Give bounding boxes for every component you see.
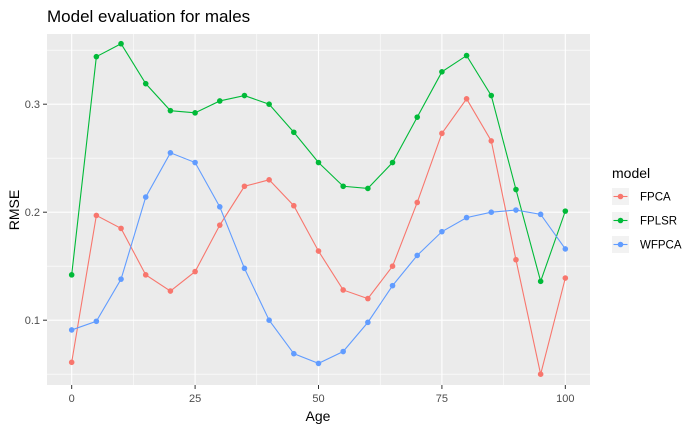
data-point-fplsr: [68, 272, 75, 278]
data-point-fpca: [340, 287, 346, 293]
y-axis-label: RMSE: [6, 190, 22, 230]
data-point-fplsr: [562, 208, 569, 214]
legend-label-fplsr: FPLSR: [640, 216, 677, 228]
data-point-wfpca: [93, 318, 100, 325]
data-point-fpca: [463, 96, 470, 102]
data-point-fplsr: [463, 52, 470, 59]
data-point-fplsr: [192, 110, 198, 116]
data-point-wfpca: [118, 276, 124, 282]
data-point-fpca: [389, 263, 396, 270]
data-point-fplsr: [142, 80, 149, 87]
data-point-fplsr: [488, 92, 495, 99]
data-point-fplsr: [241, 92, 248, 99]
data-point-fpca: [537, 371, 544, 378]
y-axis-ticks: 0.1 0.2 0.3: [25, 99, 47, 327]
data-point-fplsr: [216, 98, 223, 104]
data-point-wfpca: [488, 209, 495, 215]
data-point-fplsr: [365, 185, 371, 192]
data-point-wfpca: [389, 282, 396, 289]
data-point-fpca: [167, 288, 174, 294]
data-point-fpca: [266, 177, 272, 183]
data-point-fpca: [118, 225, 124, 232]
data-point-wfpca: [365, 319, 371, 326]
data-point-fplsr: [513, 186, 519, 193]
data-point-fplsr: [389, 159, 396, 166]
data-point-wfpca: [439, 228, 445, 235]
data-point-fpca: [216, 222, 223, 228]
data-point-fplsr: [266, 101, 272, 107]
data-point-fpca: [562, 275, 569, 281]
data-point-wfpca: [167, 150, 174, 156]
data-point-fpca: [192, 268, 198, 275]
data-point-fpca: [414, 199, 421, 206]
data-point-fpca: [315, 248, 322, 254]
x-axis-label: Age: [306, 408, 331, 424]
data-point-fpca: [241, 183, 248, 190]
legend-label-fpca: FPCA: [640, 192, 671, 204]
legend-title: model: [612, 165, 650, 181]
data-point-fpca: [291, 202, 297, 209]
y-tick-label: 0.1: [25, 315, 40, 327]
data-point-wfpca: [68, 327, 75, 333]
x-tick-label: 0: [69, 393, 75, 405]
data-point-fplsr: [291, 129, 297, 136]
data-point-fpca: [68, 359, 75, 366]
data-point-fpca: [513, 256, 519, 263]
chart-title: Model evaluation for males: [47, 7, 250, 26]
data-point-fpca: [365, 295, 371, 302]
data-point-fpca: [488, 138, 495, 144]
grid-major: [47, 34, 590, 385]
data-point-fpca: [93, 212, 100, 219]
data-point-fplsr: [439, 69, 445, 75]
data-point-wfpca: [414, 252, 421, 259]
legend-point-fpca: [617, 193, 624, 200]
data-point-fplsr: [118, 40, 124, 47]
data-point-wfpca: [340, 348, 346, 355]
x-tick-label: 100: [556, 393, 574, 405]
x-tick-label: 50: [312, 393, 324, 405]
legend-point-wfpca: [617, 241, 624, 248]
data-point-fplsr: [93, 53, 100, 60]
data-point-wfpca: [562, 246, 569, 252]
data-point-fpca: [439, 130, 445, 137]
y-tick-label: 0.2: [25, 207, 40, 219]
data-point-fplsr: [167, 107, 174, 114]
data-point-wfpca: [192, 159, 198, 166]
data-point-fplsr: [340, 183, 346, 190]
data-point-wfpca: [241, 265, 248, 272]
legend: model FPCA FPLSR WFPCA: [612, 165, 682, 253]
data-point-wfpca: [216, 204, 223, 210]
data-point-wfpca: [266, 317, 272, 324]
legend-items: FPCA FPLSR WFPCA: [612, 188, 682, 253]
data-point-fpca: [142, 272, 149, 278]
x-tick-label: 75: [436, 393, 448, 405]
series-layer: [68, 40, 569, 378]
data-point-wfpca: [537, 211, 544, 218]
x-tick-label: 25: [189, 393, 201, 405]
data-point-fplsr: [315, 159, 322, 166]
y-tick-label: 0.3: [25, 99, 40, 111]
data-point-wfpca: [142, 194, 149, 200]
data-point-fplsr: [414, 114, 421, 120]
legend-point-fplsr: [617, 217, 624, 224]
data-point-wfpca: [315, 360, 322, 367]
data-point-wfpca: [463, 214, 470, 221]
data-point-fplsr: [537, 278, 544, 285]
data-point-wfpca: [291, 350, 297, 357]
data-point-wfpca: [513, 207, 519, 213]
x-axis-ticks: 0 25 50 75 100: [69, 385, 574, 405]
legend-label-wfpca: WFPCA: [640, 240, 682, 252]
